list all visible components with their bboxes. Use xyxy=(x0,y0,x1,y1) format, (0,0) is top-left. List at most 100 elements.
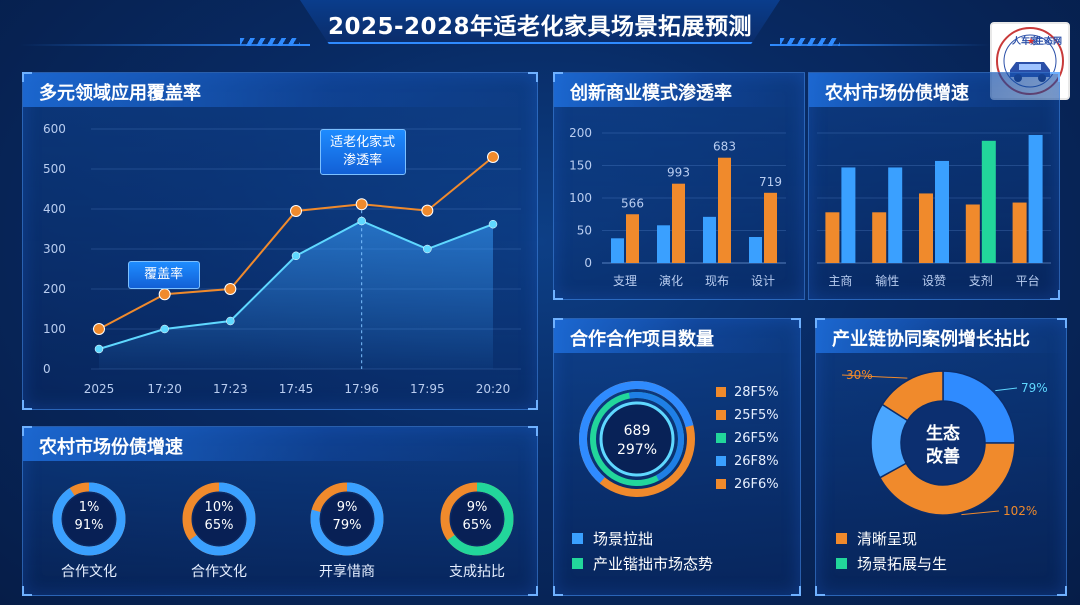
slice-leader xyxy=(961,510,1000,516)
x-tick-label: 20:20 xyxy=(476,382,511,396)
growth-panel: 产业链协同案例增长拈比 79% 102% 30% 生态 改善 清晰呈现场景拓展与生 xyxy=(815,318,1067,596)
annotation-callout: 覆盖率 xyxy=(127,261,200,290)
legend-item: 28F5% xyxy=(716,385,779,400)
series-1-point xyxy=(158,288,171,301)
bar-chart-1-header: 创新商业模式渗透率 xyxy=(554,73,804,107)
bar xyxy=(825,212,840,263)
line-chart-panel: 多元领域应用覆盖率 0 100 200 300 400 500 600 2025 17:20 17… xyxy=(22,72,538,410)
ring-arc xyxy=(182,482,256,556)
x-tick-label: 设计 xyxy=(751,274,775,288)
bar xyxy=(965,204,980,263)
x-tick-label: 平台 xyxy=(1016,273,1040,288)
series-1-point xyxy=(93,323,105,335)
y-tick-label: 300 xyxy=(43,242,66,256)
y-tick-label: 200 xyxy=(569,126,592,140)
ring-arc xyxy=(52,482,126,556)
project-panel: 合作合作项目数量 689 297% 28F5% 25F5% 26F5% 26F8% 26F… xyxy=(553,318,801,596)
growth-title: 产业链协同案例增长拈比 xyxy=(832,329,1030,350)
series-2-point xyxy=(94,344,104,354)
y-tick-label: 200 xyxy=(43,282,66,296)
bar xyxy=(935,160,949,263)
legend-label: 产业锴拙市场态势 xyxy=(593,555,714,573)
growth-header: 产业链协同案例增长拈比 xyxy=(816,319,1066,353)
bar-chart-2-title: 农村市场份债增速 xyxy=(825,83,969,104)
bar xyxy=(703,216,716,263)
bar xyxy=(981,140,996,263)
legend-swatch xyxy=(716,410,726,420)
y-tick-label: 0 xyxy=(584,256,592,270)
ring-hole xyxy=(193,493,245,545)
header-stripes-left xyxy=(240,38,300,46)
legend-swatch xyxy=(572,558,583,569)
legend-item: 场景拓展与生 xyxy=(836,553,947,574)
ring-value-top: 10% xyxy=(204,500,234,515)
legend-label: 26F6% xyxy=(734,477,779,492)
donut-hole xyxy=(902,402,984,484)
ring-arc xyxy=(440,482,514,556)
brand-logo: 人车家 ★ 生态网 xyxy=(990,22,1070,100)
bar xyxy=(888,167,903,263)
legend-label: 场景拓展与生 xyxy=(857,555,948,573)
bar-chart-1-panel: 创新商业模式渗透率 0 50 100 150 200 566 支理 993 演化 683 现布 719… xyxy=(553,72,805,300)
bar xyxy=(718,157,731,263)
legend-item: 25F5% xyxy=(716,408,779,423)
ring-name: 支成拈比 xyxy=(449,564,505,580)
legend-label: 28F5% xyxy=(734,385,779,400)
ring-value-bottom: 91% xyxy=(74,518,104,533)
series-1-point xyxy=(224,283,237,295)
y-tick-label: 0 xyxy=(43,362,51,376)
slice-label: 30% xyxy=(846,368,873,382)
logo-star: ★ xyxy=(1027,37,1035,47)
x-tick-label: 17:96 xyxy=(344,382,379,396)
logo-text-right: 生态网 xyxy=(1035,35,1062,47)
header-line-left xyxy=(20,44,310,46)
legend-label: 25F5% xyxy=(734,408,779,423)
y-tick-label: 50 xyxy=(577,224,592,238)
legend-swatch xyxy=(716,433,726,443)
bar xyxy=(919,193,933,263)
series-1-point xyxy=(421,204,434,217)
y-tick-label: 400 xyxy=(43,202,66,216)
legend-swatch xyxy=(836,558,847,569)
rings-header: 农村市场份债增速 xyxy=(23,427,537,461)
slice-leader xyxy=(841,374,908,379)
donut-inner xyxy=(599,401,675,477)
bar-chart-1-title: 创新商业模式渗透率 xyxy=(570,83,732,104)
legend-swatch xyxy=(836,533,847,544)
series-2-point xyxy=(357,216,366,226)
slice-label: 79% xyxy=(1021,381,1048,395)
series-1-point xyxy=(487,151,499,163)
ring-hole xyxy=(63,493,115,545)
logo-text-top: 人车家 xyxy=(1011,35,1040,47)
pie-slice xyxy=(881,370,944,422)
data-label: 683 xyxy=(713,140,736,154)
series-2-point xyxy=(226,316,235,326)
ring-value-top: 9% xyxy=(466,500,488,515)
bar xyxy=(672,183,685,263)
x-tick-label: 现布 xyxy=(705,274,729,288)
ring-value-bottom: 65% xyxy=(462,518,492,533)
donut-center-percent: 297% xyxy=(617,442,657,458)
header-banner xyxy=(300,0,780,44)
donut-center-line-2: 改善 xyxy=(926,446,960,467)
bar-chart-1: 0 50 100 150 200 566 支理 993 演化 683 现布 719 设计 xyxy=(569,126,786,288)
ring-arc xyxy=(310,482,384,556)
ring-value-bottom: 65% xyxy=(204,518,234,533)
x-tick-label: 演化 xyxy=(659,273,683,288)
ring-chart xyxy=(182,482,256,556)
x-tick-label: 主商 xyxy=(828,273,852,288)
bar xyxy=(657,225,670,263)
line-chart-title: 多元领域应用覆盖率 xyxy=(39,83,201,104)
pie-slice xyxy=(878,442,1016,516)
project-header: 合作合作项目数量 xyxy=(554,319,800,353)
series-2-point xyxy=(160,324,169,334)
ring-value-top: 9% xyxy=(336,500,358,515)
legend-label: 清晰呈现 xyxy=(857,530,918,548)
bar xyxy=(841,167,856,263)
series-2-point xyxy=(291,251,301,261)
bar xyxy=(764,192,777,263)
bar xyxy=(872,212,887,263)
data-label: 719 xyxy=(759,175,782,189)
slice-leader xyxy=(995,387,1018,392)
